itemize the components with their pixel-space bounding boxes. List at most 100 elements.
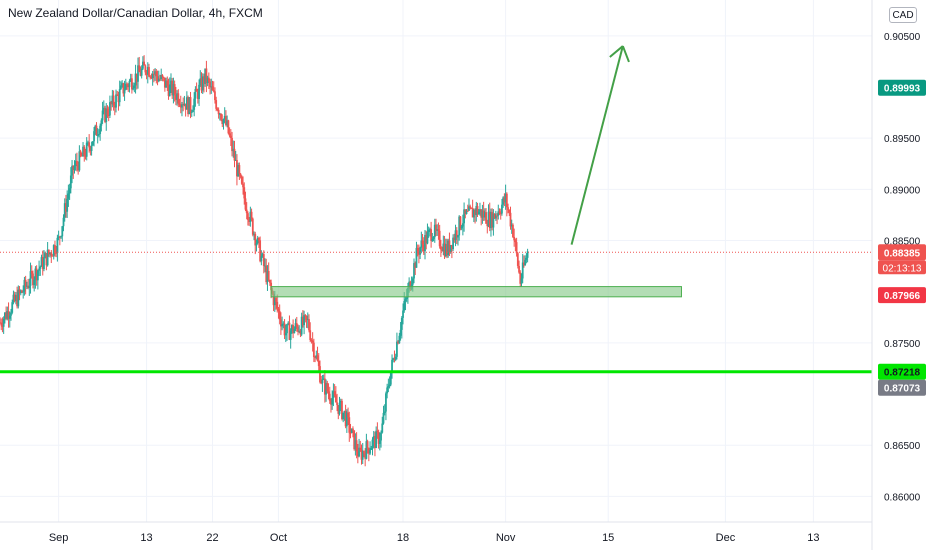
- candle-body: [352, 429, 354, 431]
- candle-body: [113, 96, 115, 106]
- candle-body: [508, 210, 510, 213]
- candle-body: [379, 441, 381, 444]
- candle-body: [247, 213, 249, 220]
- time-tick-label: 13: [807, 532, 819, 544]
- candle-body: [524, 260, 526, 265]
- candle-body: [115, 94, 117, 107]
- candle-body: [516, 242, 518, 253]
- price-badge-text: 0.87218: [884, 368, 921, 379]
- candle-body: [386, 388, 388, 394]
- candle-body: [38, 269, 40, 271]
- candle-body: [166, 81, 168, 86]
- candle-body: [440, 246, 442, 249]
- time-tick-label: Sep: [49, 532, 69, 544]
- candle-body: [478, 212, 480, 214]
- candle-body: [60, 236, 62, 237]
- demand-zone-rect[interactable]: [271, 287, 681, 297]
- candle-body: [275, 298, 277, 302]
- candle-body: [457, 235, 459, 237]
- candle-body: [398, 336, 400, 343]
- projection-arrow-line[interactable]: [572, 46, 623, 245]
- candle-body: [322, 379, 324, 383]
- candle-body: [83, 147, 85, 156]
- candle-body: [427, 232, 429, 243]
- candle-body: [285, 333, 287, 335]
- candle-body: [518, 266, 520, 273]
- price-badge-text: 0.87966: [884, 291, 921, 302]
- arrow-head[interactable]: [623, 46, 629, 62]
- time-tick-label: 22: [206, 532, 218, 544]
- annotations[interactable]: [0, 46, 872, 372]
- candle-body: [369, 450, 371, 454]
- candle-body: [514, 240, 516, 242]
- candle-body: [216, 109, 218, 110]
- candle-body: [372, 440, 374, 448]
- candle-body: [419, 248, 421, 255]
- candle-body: [9, 316, 11, 319]
- candle-body: [196, 89, 198, 92]
- candle-body: [37, 271, 39, 281]
- candle-body: [10, 313, 12, 316]
- candle-body: [100, 120, 102, 125]
- candle-body: [462, 223, 464, 226]
- candle-body: [120, 85, 122, 89]
- candle-body: [251, 212, 253, 219]
- candle-body: [331, 398, 333, 405]
- candle-body: [469, 206, 471, 208]
- candle-body: [521, 278, 523, 283]
- candle-body: [212, 86, 214, 90]
- candle-body: [28, 286, 30, 288]
- candle-body: [318, 361, 320, 366]
- candle-body: [76, 161, 78, 165]
- candle-body: [258, 238, 260, 240]
- time-tick-label: 13: [140, 532, 152, 544]
- candle-body: [336, 402, 338, 405]
- candle-body: [335, 395, 337, 402]
- candle-body: [263, 254, 265, 266]
- candle-body: [383, 413, 385, 424]
- candle-body: [240, 174, 242, 177]
- candle-body: [33, 280, 35, 285]
- time-tick-label: 15: [602, 532, 614, 544]
- candle-body: [107, 108, 109, 115]
- candle-body: [124, 90, 126, 94]
- candle-body: [230, 136, 232, 138]
- candle-body: [119, 89, 121, 102]
- candle-body: [329, 394, 331, 401]
- symbol-title: New Zealand Dollar/Canadian Dollar, 4h, …: [8, 6, 263, 20]
- candle-body: [57, 238, 59, 253]
- candle-body: [0, 323, 2, 326]
- candle-body: [513, 237, 515, 240]
- candle-body: [417, 248, 419, 251]
- candle-body: [61, 226, 63, 236]
- price-tick-label: 0.89500: [884, 134, 921, 145]
- candle-body: [66, 199, 68, 212]
- currency-badge[interactable]: CAD: [889, 7, 917, 23]
- candle-body: [290, 331, 292, 340]
- candle-body: [144, 65, 146, 72]
- candle-body: [405, 299, 407, 301]
- candle-body: [3, 319, 5, 327]
- candle-body: [347, 413, 349, 418]
- candle-body: [126, 84, 128, 86]
- candle-body: [67, 194, 69, 199]
- candle-body: [52, 256, 54, 257]
- candle-body: [148, 67, 150, 76]
- candle-body: [220, 114, 222, 120]
- candle-body: [252, 219, 254, 235]
- candle-body: [229, 133, 231, 135]
- candle-body: [243, 187, 245, 198]
- candle-body: [512, 225, 514, 237]
- candle-body: [193, 99, 195, 110]
- candle-body: [31, 271, 33, 273]
- candle-body: [86, 143, 88, 157]
- candle-body: [234, 149, 236, 161]
- candle-body: [461, 227, 463, 229]
- candle-body: [132, 88, 134, 89]
- candle-body: [525, 258, 527, 260]
- candle-body: [438, 229, 440, 231]
- candle-body: [143, 62, 145, 66]
- time-tick-label: Nov: [496, 532, 516, 544]
